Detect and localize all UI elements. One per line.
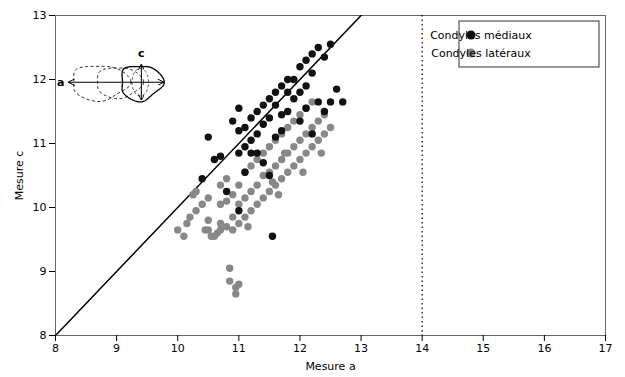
- svg-text:8: 8: [52, 342, 59, 355]
- svg-text:c: c: [138, 47, 145, 60]
- svg-text:12: 12: [33, 73, 47, 86]
- svg-text:14: 14: [415, 342, 429, 355]
- svg-text:10: 10: [33, 201, 47, 214]
- svg-text:15: 15: [476, 342, 490, 355]
- svg-text:8: 8: [40, 329, 47, 342]
- svg-text:9: 9: [113, 342, 120, 355]
- svg-text:Mesure c: Mesure c: [13, 151, 26, 201]
- svg-text:a: a: [57, 76, 64, 89]
- svg-text:Condyles médiaux: Condyles médiaux: [430, 29, 532, 42]
- svg-text:13: 13: [33, 9, 47, 22]
- svg-text:16: 16: [537, 342, 551, 355]
- svg-text:10: 10: [171, 342, 185, 355]
- svg-text:Mesure a: Mesure a: [305, 360, 355, 373]
- svg-text:9: 9: [40, 265, 47, 278]
- svg-text:Condyles latéraux: Condyles latéraux: [431, 47, 531, 60]
- svg-text:12: 12: [293, 342, 307, 355]
- svg-text:11: 11: [232, 342, 246, 355]
- svg-text:13: 13: [354, 342, 368, 355]
- svg-text:11: 11: [33, 137, 47, 150]
- svg-text:17: 17: [599, 342, 613, 355]
